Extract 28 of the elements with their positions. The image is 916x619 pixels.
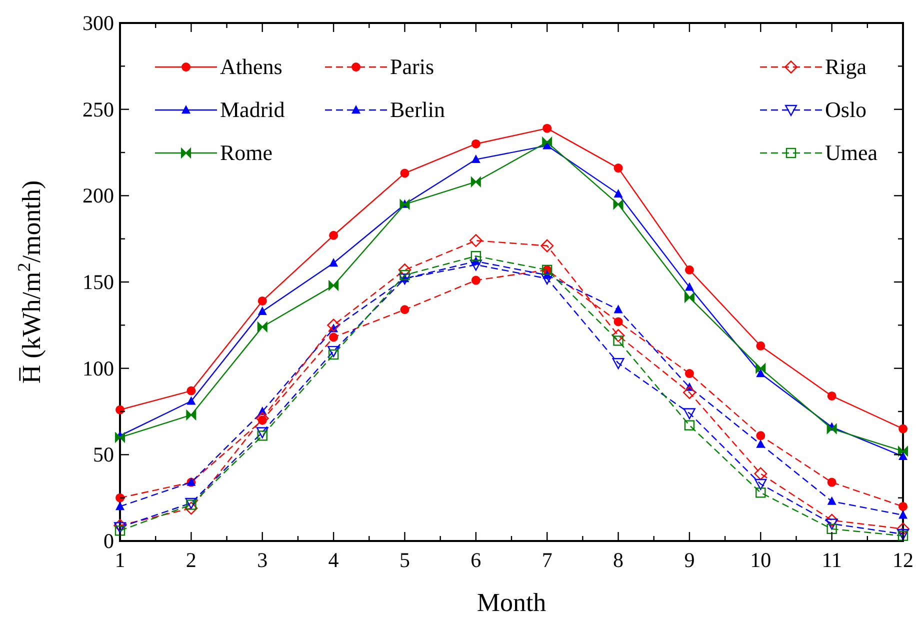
y-tick-label: 300 [82,11,114,35]
x-tick-label: 11 [822,548,842,572]
legend-label: Riga [825,54,867,79]
x-tick-label: 6 [470,548,482,572]
x-tick-label: 7 [542,548,552,572]
legend-label: Paris [390,54,434,79]
x-tick-label: 10 [750,548,772,572]
x-tick-label: 9 [684,548,695,572]
x-axis-title: Month [476,588,546,617]
x-tick-label: 4 [328,548,340,572]
x-tick-label: 1 [114,548,126,572]
legend-label: Rome [220,140,273,165]
x-tick-label: 3 [257,548,268,572]
y-tick-label: 200 [82,184,114,208]
x-tick-label: 5 [399,548,410,572]
legend-label: Umea [825,140,878,165]
x-tick-label: 8 [613,548,624,572]
y-tick-label: 100 [82,356,114,380]
y-tick-label: 150 [82,270,114,294]
y-tick-label: 50 [93,442,114,467]
x-tick-label: 2 [186,548,196,572]
y-tick-label: 0 [104,529,114,553]
x-tick-label: 12 [892,548,914,572]
y-tick-label: 250 [82,97,114,122]
legend-label: Athens [220,54,282,79]
legend-label: Madrid [220,97,285,122]
legend-label: Oslo [825,97,867,122]
legend-label: Berlin [390,97,445,122]
